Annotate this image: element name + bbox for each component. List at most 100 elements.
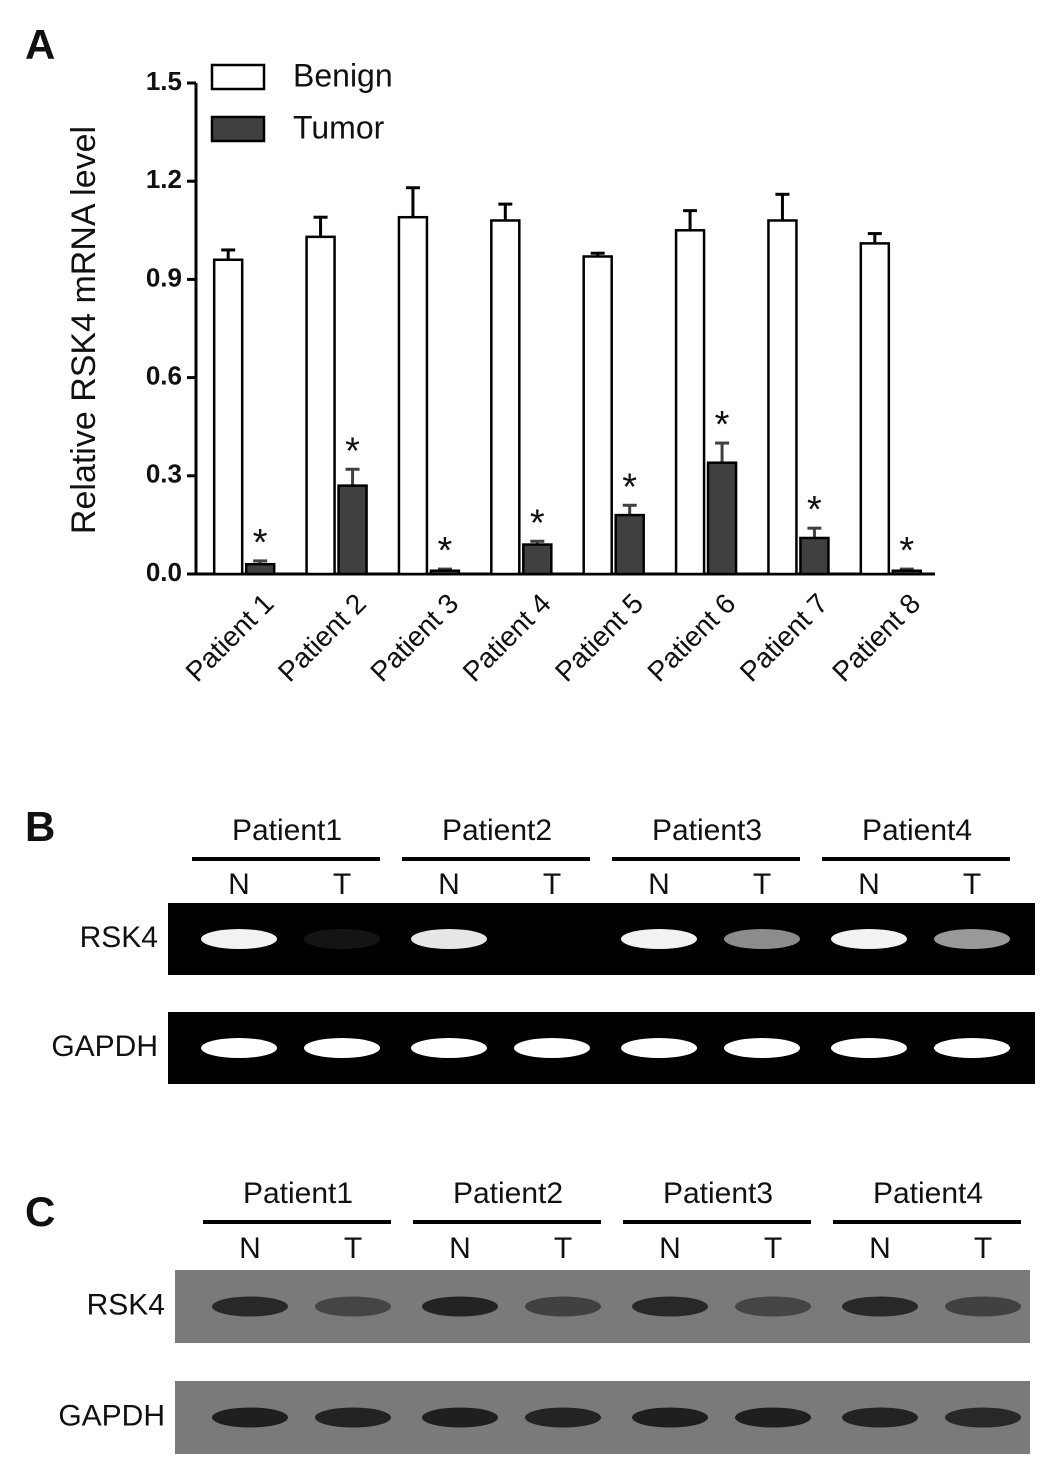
- gel-band: [842, 1296, 918, 1317]
- bar: [522, 543, 553, 576]
- gel-band: [304, 929, 380, 949]
- lane-label: N: [228, 868, 250, 901]
- lane-label: T: [344, 1232, 362, 1265]
- y-axis-label: Relative RSK4 mRNA level: [65, 126, 103, 534]
- patient-label: Patient2: [442, 814, 552, 847]
- significance-mark: *: [622, 466, 637, 508]
- patient-label: Patient3: [652, 814, 762, 847]
- patient-label: Patient4: [873, 1177, 983, 1210]
- gel-band: [724, 1038, 800, 1058]
- gel-band: [411, 1038, 487, 1058]
- lane-label: T: [753, 868, 771, 901]
- gel-band: [422, 1407, 498, 1428]
- lane-label: T: [543, 868, 561, 901]
- legend-swatch: [210, 115, 266, 143]
- bar: [859, 242, 891, 576]
- gel-band: [304, 1038, 380, 1058]
- legend-label: Benign: [293, 57, 393, 93]
- gel-band: [831, 1038, 907, 1058]
- significance-mark: *: [438, 530, 453, 572]
- x-tick-label: Patient 4: [457, 588, 557, 688]
- lane-label: N: [659, 1232, 681, 1265]
- gel-band: [724, 929, 800, 949]
- legend-swatch: [210, 63, 266, 91]
- gel-band: [632, 1407, 708, 1428]
- lane-label: N: [869, 1232, 891, 1265]
- panel-label: A: [25, 21, 55, 68]
- y-tick-label: 1.5: [146, 66, 182, 96]
- gel-band: [315, 1407, 391, 1428]
- lane-label: N: [449, 1232, 471, 1265]
- gel-band: [212, 1407, 288, 1428]
- y-tick-label: 0.3: [146, 459, 182, 489]
- gel-band: [945, 1296, 1021, 1317]
- bar: [706, 461, 738, 576]
- gel-band: [632, 1296, 708, 1317]
- x-tick-label: Patient 8: [826, 588, 926, 688]
- gel-band: [934, 929, 1010, 949]
- gel-band: [411, 929, 487, 949]
- x-tick-label: Patient 1: [180, 588, 280, 688]
- patient-label: Patient4: [862, 814, 972, 847]
- row-label: GAPDH: [58, 1399, 165, 1432]
- patient-label: Patient3: [663, 1177, 773, 1210]
- lane-label: T: [963, 868, 981, 901]
- x-tick-label: Patient 7: [734, 588, 834, 688]
- gel-band: [315, 1296, 391, 1317]
- significance-mark: *: [715, 404, 730, 446]
- gel-band: [514, 1038, 590, 1058]
- row-label: RSK4: [80, 921, 158, 954]
- y-tick-label: 0.0: [146, 557, 182, 587]
- lane-label: N: [438, 868, 460, 901]
- gel-band: [945, 1407, 1021, 1428]
- gel-band: [842, 1407, 918, 1428]
- gel-band: [525, 1407, 601, 1428]
- bar: [674, 229, 706, 576]
- significance-mark: *: [253, 522, 268, 564]
- lane-label: N: [239, 1232, 261, 1265]
- lane-label: T: [764, 1232, 782, 1265]
- y-tick-label: 0.6: [146, 360, 182, 390]
- x-tick-label: Patient 6: [641, 588, 741, 688]
- patient-label: Patient1: [232, 814, 342, 847]
- gel-band: [621, 929, 697, 949]
- gel-band: [735, 1296, 811, 1317]
- x-tick-label: Patient 5: [549, 588, 649, 688]
- gel-band: [934, 1038, 1010, 1058]
- row-label: RSK4: [87, 1288, 165, 1321]
- y-tick-label: 1.2: [146, 164, 182, 194]
- lane-label: T: [333, 868, 351, 901]
- bar: [212, 258, 244, 576]
- bar: [305, 235, 336, 576]
- patient-label: Patient1: [243, 1177, 353, 1210]
- panel-label: C: [25, 1188, 55, 1235]
- x-tick-label: Patient 3: [364, 588, 464, 688]
- gel-band: [212, 1296, 288, 1317]
- lane-label: N: [648, 868, 670, 901]
- panel-label: B: [25, 803, 55, 850]
- gel-band: [735, 1407, 811, 1428]
- x-tick-label: Patient 2: [272, 588, 372, 688]
- bar: [891, 569, 923, 576]
- lane-label: N: [858, 868, 880, 901]
- bar: [799, 536, 830, 576]
- gel-band: [621, 1038, 697, 1058]
- gel-band: [525, 1296, 601, 1317]
- gel-band: [831, 929, 907, 949]
- lane-label: T: [554, 1232, 572, 1265]
- bar: [244, 562, 276, 576]
- y-tick-label: 0.9: [146, 262, 182, 292]
- significance-mark: *: [530, 502, 545, 544]
- row-label: GAPDH: [51, 1030, 158, 1063]
- lane-label: T: [974, 1232, 992, 1265]
- bar: [767, 219, 798, 576]
- bar: [397, 215, 429, 576]
- gel-band: [201, 1038, 277, 1058]
- gel-band: [422, 1296, 498, 1317]
- bar: [614, 513, 645, 576]
- significance-mark: *: [899, 530, 914, 572]
- patient-label: Patient2: [453, 1177, 563, 1210]
- bar: [337, 484, 368, 576]
- legend-label: Tumor: [293, 109, 385, 145]
